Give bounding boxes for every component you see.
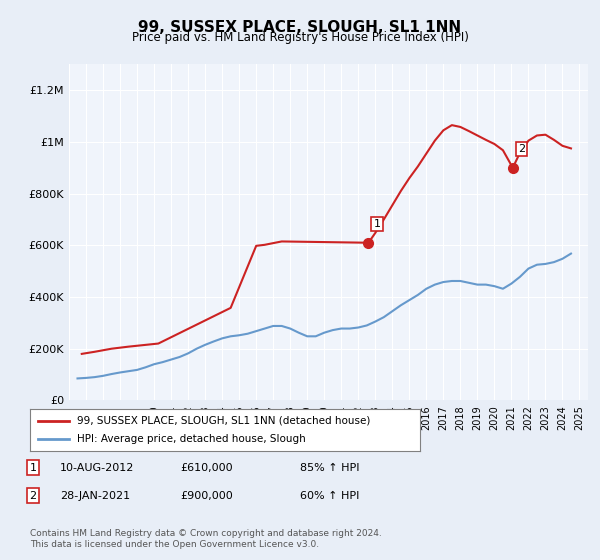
Text: 10-AUG-2012: 10-AUG-2012 [60,463,134,473]
Text: Contains HM Land Registry data © Crown copyright and database right 2024.
This d: Contains HM Land Registry data © Crown c… [30,529,382,549]
Text: 1: 1 [374,219,380,229]
Text: HPI: Average price, detached house, Slough: HPI: Average price, detached house, Slou… [77,434,305,444]
Text: 60% ↑ HPI: 60% ↑ HPI [300,491,359,501]
Text: £900,000: £900,000 [180,491,233,501]
Text: £610,000: £610,000 [180,463,233,473]
Text: 1: 1 [29,463,37,473]
Text: 28-JAN-2021: 28-JAN-2021 [60,491,130,501]
Text: 2: 2 [29,491,37,501]
Text: Price paid vs. HM Land Registry's House Price Index (HPI): Price paid vs. HM Land Registry's House … [131,31,469,44]
Text: 2: 2 [518,144,525,154]
Text: 85% ↑ HPI: 85% ↑ HPI [300,463,359,473]
Text: 99, SUSSEX PLACE, SLOUGH, SL1 1NN: 99, SUSSEX PLACE, SLOUGH, SL1 1NN [139,20,461,35]
Text: 99, SUSSEX PLACE, SLOUGH, SL1 1NN (detached house): 99, SUSSEX PLACE, SLOUGH, SL1 1NN (detac… [77,416,370,426]
